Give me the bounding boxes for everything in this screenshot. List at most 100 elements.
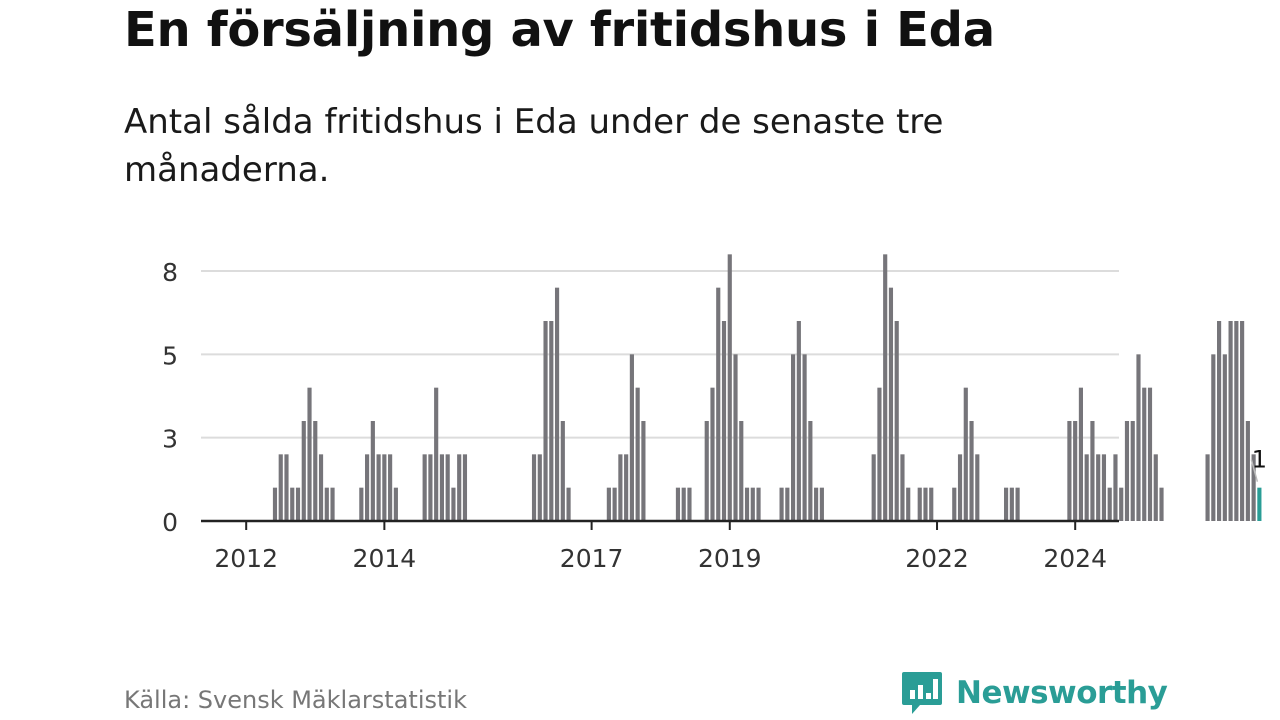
x-tick-label: 2024 [1043,544,1107,573]
bar [808,421,813,521]
bar [1124,421,1130,521]
bar [1073,421,1078,521]
bar-latest [1257,487,1262,521]
newsworthy-brand: Newsworthy [900,670,1168,716]
bar [1205,454,1210,521]
bar [819,487,824,521]
bar [681,487,686,521]
bar [1251,454,1256,521]
brand-name: Newsworthy [956,675,1168,711]
bar [537,454,542,521]
bar [635,387,640,521]
bar [1009,487,1014,521]
y-tick-label: 3 [162,425,178,454]
x-tick-label: 2017 [560,544,624,573]
bar [462,454,468,521]
bar [290,487,295,521]
bar [1136,354,1141,521]
bar [278,454,283,521]
bar [1234,321,1239,521]
bar [917,487,922,521]
bar [1078,387,1084,521]
x-tick-label: 2012 [214,544,278,573]
bar [641,421,646,521]
bar [566,487,571,521]
x-tick-label: 2014 [353,544,417,573]
bar [439,454,445,521]
bar [549,321,554,521]
bar [284,454,289,521]
bar [606,487,611,521]
bar [554,287,560,521]
bar [802,354,807,521]
bar [929,487,934,521]
bar [1004,487,1009,521]
bar [716,287,721,521]
bar [952,487,957,521]
bar [1096,454,1101,521]
bar [733,354,738,521]
x-tick-label: 2022 [905,544,969,573]
bar [445,454,450,521]
bar [871,454,876,521]
bar [1067,421,1072,521]
bar [727,254,732,522]
bar [791,354,796,521]
bar [301,421,306,521]
bar [629,354,634,521]
bar [624,454,629,521]
bar [422,454,427,521]
bar [1101,454,1107,521]
bar [1142,387,1147,521]
bar [923,487,928,521]
bar [1015,487,1020,521]
bar [618,454,623,521]
bar [721,321,727,521]
bar [1147,387,1153,521]
bar [330,487,335,521]
bar [457,454,462,521]
bar [975,454,980,521]
bar [710,387,715,521]
bar [612,487,617,521]
bar [785,487,790,521]
bar [307,387,312,521]
bar [704,421,709,521]
bar [814,487,819,521]
bar [756,487,761,521]
bar [382,454,387,521]
bar [1113,454,1118,521]
bar [365,454,370,521]
bar [451,487,456,521]
chart-subtitle: Antal sålda fritidshus i Eda under de se… [124,102,944,190]
bar [543,321,548,521]
bar [750,487,755,521]
bar [1245,421,1250,521]
bar [900,454,905,521]
x-axis-tick-labels: 2012 2014 2017 2019 2022 2024 [214,544,1107,573]
last-value-annotation: 1 [1250,446,1267,482]
annotation-leader [1250,459,1259,482]
grid-lines [201,270,1119,439]
bar [796,321,801,521]
bar [969,421,974,521]
bar [313,421,318,521]
bars [272,254,1262,522]
bar [1153,454,1158,521]
bar [359,487,364,521]
bar [388,454,393,521]
y-tick-label: 0 [162,508,178,537]
x-tick-label: 2019 [698,544,762,573]
bar [1119,487,1124,521]
bar [894,321,899,521]
bar [744,487,750,521]
bar [1084,454,1089,521]
bar [675,487,681,521]
bar [739,421,744,521]
bar [888,287,894,521]
bar [1240,321,1245,521]
bar [877,387,882,521]
bar [883,254,888,522]
bar [393,487,398,521]
